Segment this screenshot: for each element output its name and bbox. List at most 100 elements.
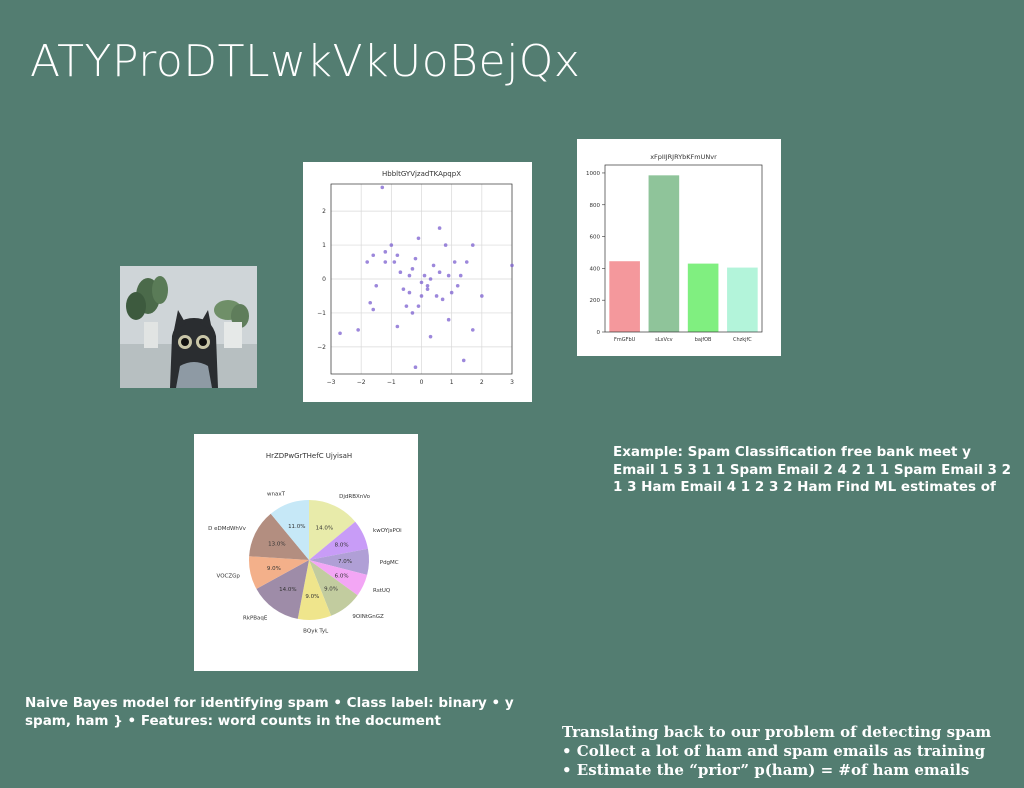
scatter-point bbox=[455, 283, 460, 288]
cat-photo-icon bbox=[120, 266, 257, 388]
pie-label: wnaxT bbox=[267, 491, 286, 497]
pie-slice bbox=[309, 521, 368, 560]
scatter-point bbox=[437, 226, 442, 230]
x-tick-label: ChzkjfC bbox=[733, 337, 752, 343]
scatter-point bbox=[413, 365, 418, 370]
scatter-point bbox=[371, 253, 376, 258]
scatter-point bbox=[407, 273, 412, 278]
pie-slice bbox=[309, 500, 356, 560]
x-tick-label: 2 bbox=[480, 379, 484, 386]
x-tick-label: −3 bbox=[327, 379, 336, 386]
scatter-point bbox=[383, 260, 388, 264]
scatter-point bbox=[461, 358, 466, 363]
pie-label: D eDMdWhVv bbox=[208, 526, 247, 532]
scatter-point bbox=[413, 256, 418, 261]
scatter-point bbox=[480, 294, 484, 298]
scatter-point bbox=[407, 290, 412, 295]
pie-label: kwOYjsPOi bbox=[373, 528, 402, 534]
scatter-point bbox=[410, 267, 415, 271]
pie-pct-label: 14.0% bbox=[279, 587, 296, 593]
pie-pct-label: 9.0% bbox=[324, 586, 338, 592]
y-tick-label: 400 bbox=[590, 266, 601, 272]
y-tick-label: −2 bbox=[317, 344, 326, 351]
scatter-point bbox=[368, 300, 373, 305]
scatter-point bbox=[371, 307, 376, 312]
scatter-point bbox=[338, 331, 342, 336]
y-tick-label: 200 bbox=[590, 298, 601, 304]
pie-slice bbox=[309, 560, 358, 616]
scatter-point bbox=[470, 243, 475, 247]
bar bbox=[648, 175, 680, 332]
scatter-point bbox=[416, 304, 421, 308]
y-tick-label: −1 bbox=[317, 310, 326, 317]
pie-slice bbox=[309, 548, 369, 575]
slide-title: ATYProDTLwkVkUoBejQx bbox=[30, 36, 581, 87]
naive-bayes-text: Naive Bayes model for identifying spam •… bbox=[25, 695, 514, 729]
scatter-point bbox=[419, 280, 424, 285]
plot-frame bbox=[604, 164, 763, 333]
pie-label: DjdRBXnVo bbox=[339, 494, 370, 500]
pie-pct-label: 8.0% bbox=[335, 543, 349, 549]
x-tick-label: −2 bbox=[357, 379, 366, 386]
pie-label: RkPBaqE bbox=[243, 615, 268, 621]
chart-title: HrZDPwGrTHefC UjyisaH bbox=[266, 452, 352, 460]
pie-slice bbox=[297, 560, 332, 620]
x-tick-label: 3 bbox=[510, 379, 514, 386]
pie-slice bbox=[249, 513, 309, 560]
scatter-point bbox=[440, 297, 445, 302]
x-tick-label: −1 bbox=[387, 379, 396, 386]
pie-chart-card: HrZDPwGrTHefC UjyisaH 14.0% DjdRBXnVo 8.0% k… bbox=[194, 434, 418, 671]
scatter-point bbox=[428, 334, 433, 339]
scatter-point bbox=[398, 270, 403, 275]
scatter-point bbox=[446, 273, 451, 278]
scatter-point bbox=[446, 317, 451, 322]
pie-slice bbox=[249, 556, 309, 589]
scatter-point bbox=[392, 260, 397, 264]
x-tick-label: FmGFbU bbox=[614, 337, 636, 343]
x-tick-label: 1 bbox=[450, 379, 454, 386]
scatter-point bbox=[395, 253, 400, 258]
scatter-point bbox=[383, 250, 388, 254]
scatter-point bbox=[374, 283, 379, 288]
scatter-point bbox=[452, 260, 457, 264]
scatter-point bbox=[410, 311, 415, 315]
bar bbox=[609, 261, 640, 332]
y-tick-label: 0 bbox=[322, 276, 326, 283]
scatter-point bbox=[449, 290, 454, 295]
pie-pct-label: 14.0% bbox=[316, 525, 333, 531]
bar bbox=[727, 267, 758, 332]
chart-title: HbbltGYVjzadTKApqpX bbox=[382, 170, 461, 178]
pie-pct-label: 6.0% bbox=[335, 573, 349, 579]
y-tick-label: 800 bbox=[590, 203, 601, 209]
x-tick-label: sLxVcv bbox=[655, 337, 673, 343]
scatter-point bbox=[464, 260, 469, 264]
scatter-point bbox=[425, 287, 430, 291]
scatter-point bbox=[428, 277, 433, 281]
scatter-point bbox=[470, 328, 475, 332]
scatter-point bbox=[356, 328, 360, 332]
y-tick-label: 0 bbox=[597, 330, 601, 336]
scatter-point bbox=[431, 263, 436, 268]
scatter-point bbox=[419, 294, 424, 298]
scatter-point bbox=[395, 324, 400, 329]
scatter-point bbox=[434, 294, 439, 298]
y-tick-label: 600 bbox=[590, 235, 601, 241]
translate-text: Translating back to our problem of detec… bbox=[562, 723, 1022, 780]
pie-label: BQyk TyL bbox=[303, 628, 329, 634]
translate-line: • Estimate the “prior” p(ham) = #of ham … bbox=[562, 761, 970, 779]
pie-slice bbox=[270, 500, 309, 560]
scatter-point bbox=[404, 304, 409, 308]
plot-frame bbox=[330, 183, 513, 375]
scatter-point bbox=[437, 270, 442, 275]
pie-label: 9OlNtGnGZ bbox=[352, 614, 384, 620]
pie-label: RstUQ bbox=[373, 588, 391, 594]
pie-slice bbox=[309, 560, 368, 596]
bar bbox=[687, 263, 719, 332]
y-tick-label: 1 bbox=[322, 242, 326, 249]
scatter-point bbox=[422, 273, 427, 278]
translate-line: • Collect a lot of ham and spam emails a… bbox=[562, 742, 986, 760]
y-tick-label: 1000 bbox=[586, 171, 600, 177]
pie-slice bbox=[256, 560, 309, 619]
scatter-point bbox=[510, 263, 514, 268]
chart-title: xFpIIJRJRYbKFmUNvr bbox=[650, 153, 717, 161]
